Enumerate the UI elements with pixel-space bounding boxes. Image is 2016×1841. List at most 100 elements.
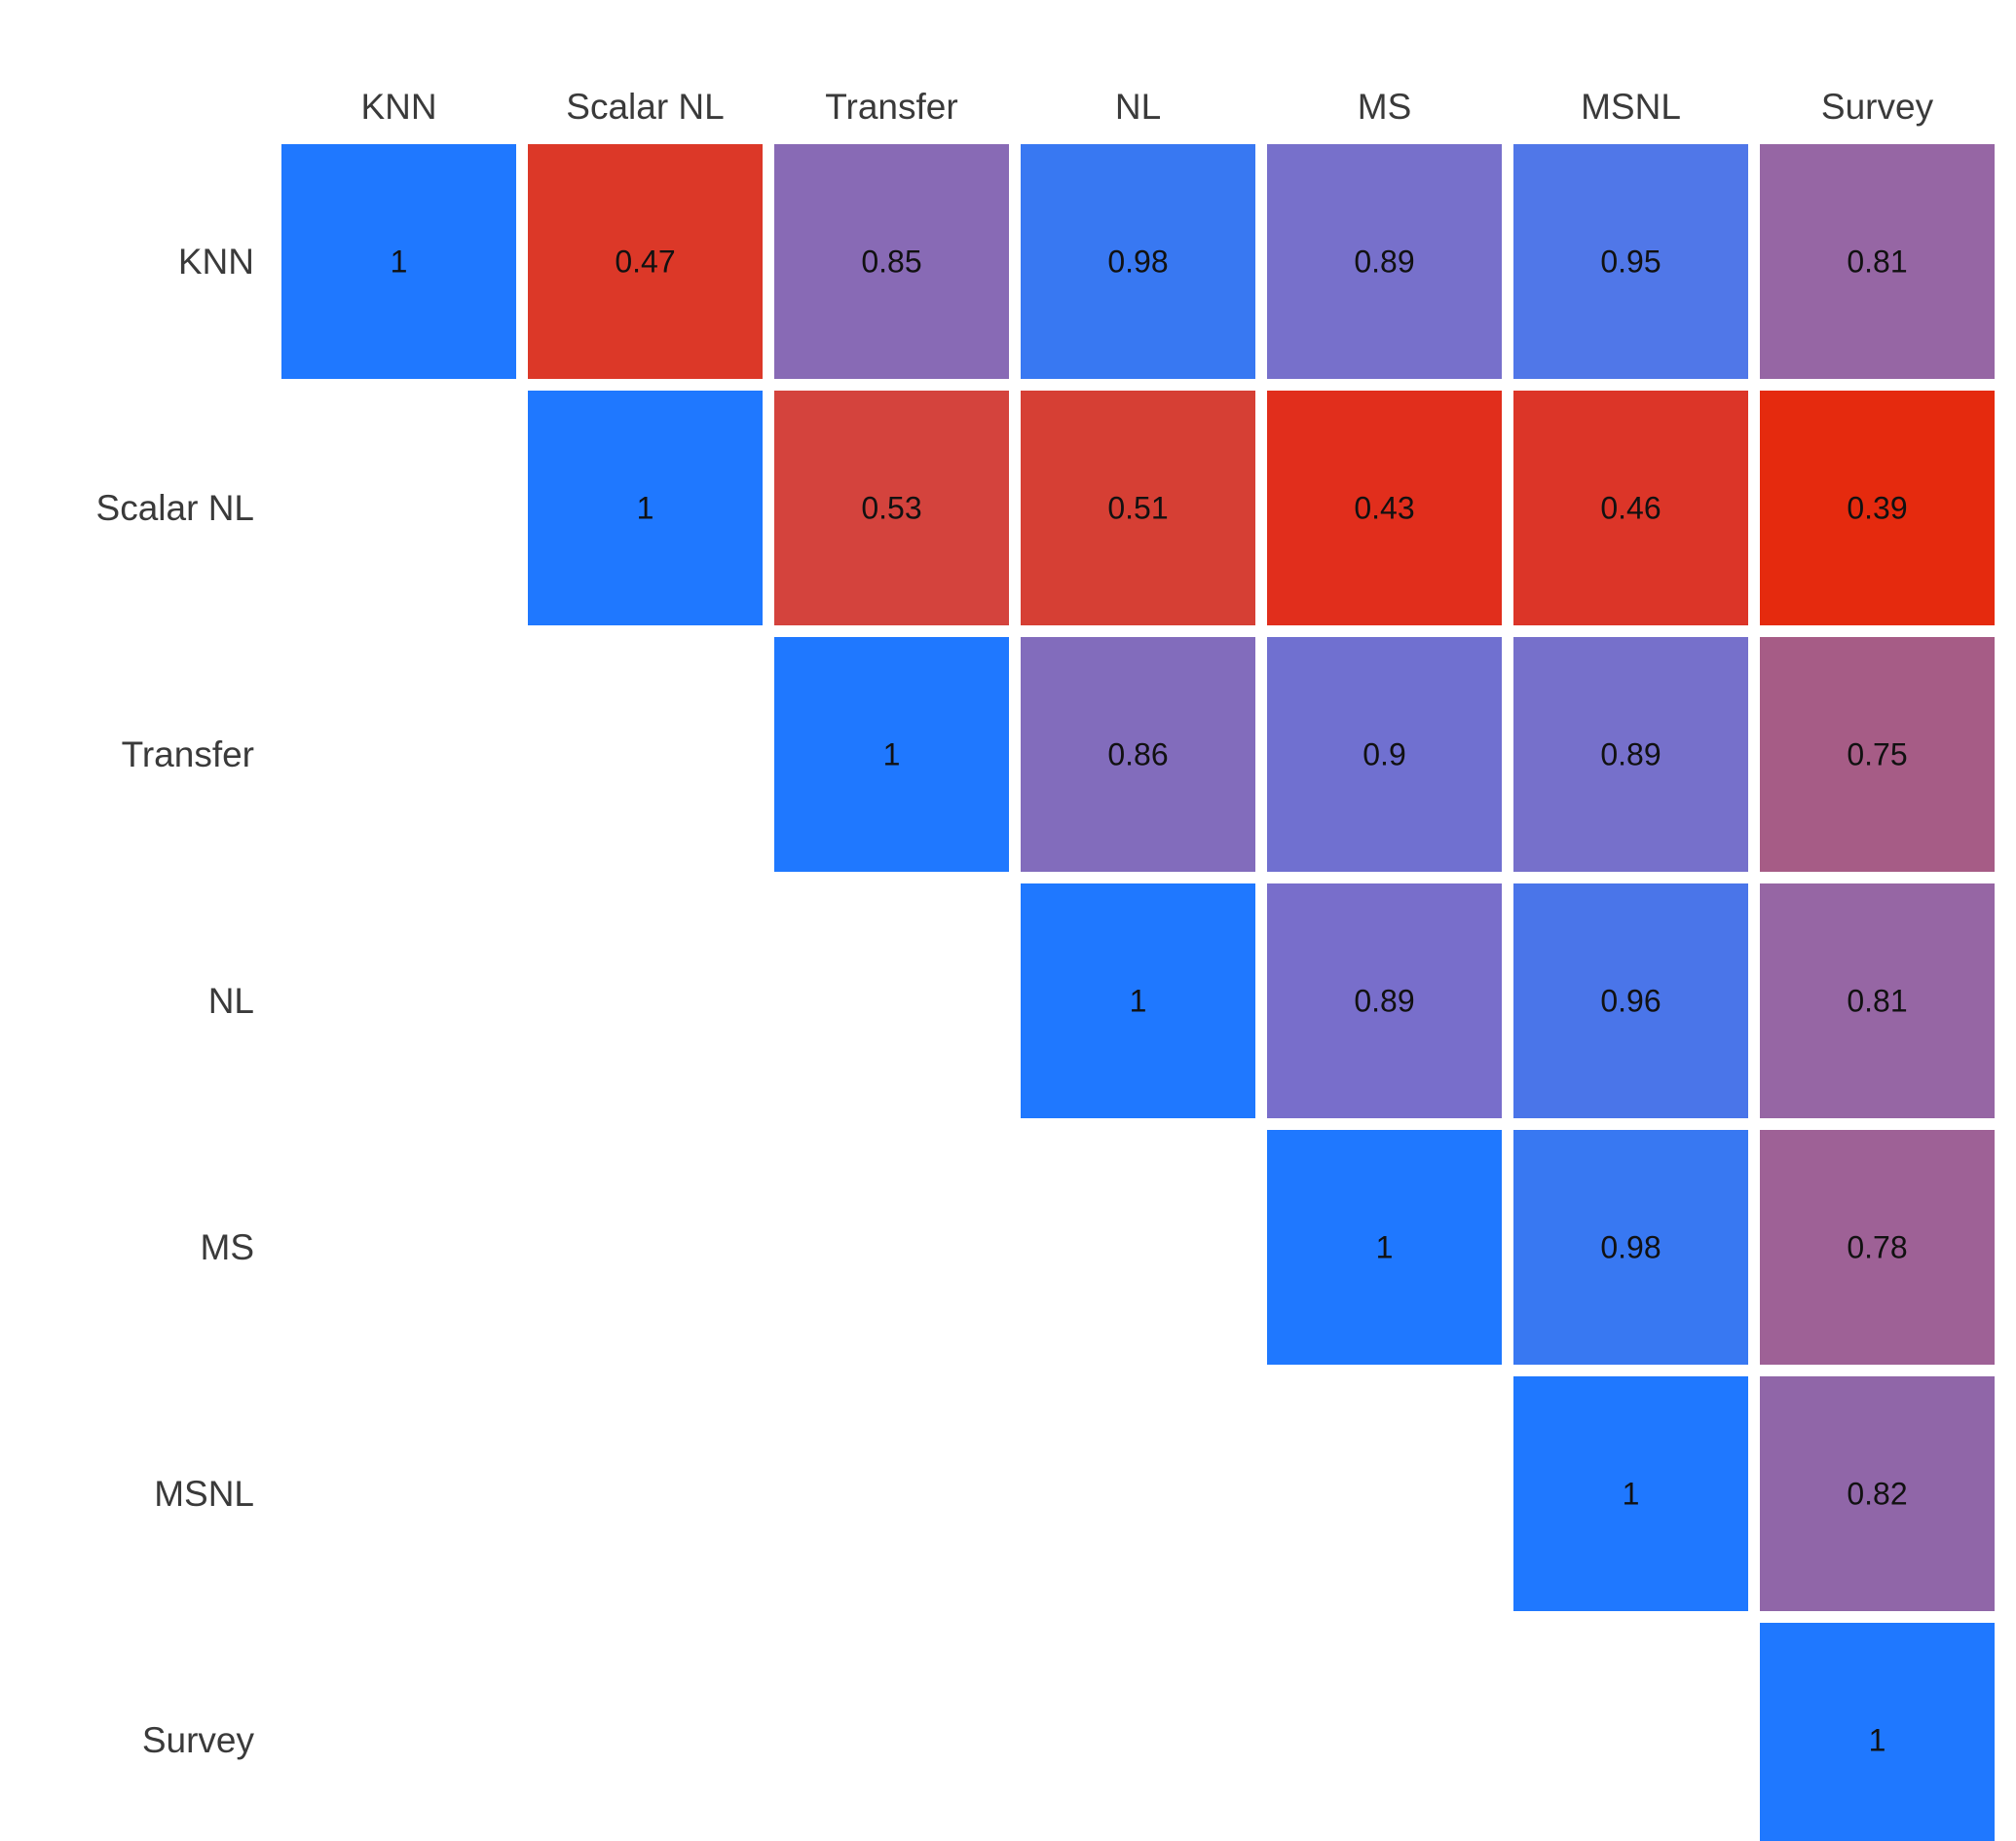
cell-value-label: 0.39 (1847, 491, 1907, 526)
cell-rect (1513, 1130, 1748, 1365)
cell-rect (1513, 1376, 1748, 1611)
row-label-nl: NL (208, 981, 254, 1021)
cell-value-label: 1 (1376, 1230, 1394, 1265)
cell-value-label: 0.46 (1600, 491, 1661, 526)
heatmap-cell-msnl-msnl: 1 (1513, 1376, 1748, 1611)
heatmap-cell-nl-survey: 0.81 (1760, 883, 1995, 1118)
cell-rect (1760, 1376, 1995, 1611)
heatmap-cell-knn-msnl: 0.95 (1513, 144, 1748, 379)
heatmap-cell-scalar-nl-transfer: 0.53 (774, 391, 1009, 625)
heatmap-cell-knn-scalar-nl: 0.47 (528, 144, 763, 379)
cell-value-label: 0.85 (861, 244, 921, 280)
cell-rect (528, 144, 763, 379)
heatmap-cell-ms-msnl: 0.98 (1513, 1130, 1748, 1365)
cell-rect (774, 144, 1009, 379)
cell-rect (1021, 391, 1255, 625)
cell-value-label: 0.43 (1354, 491, 1414, 526)
heatmap-cell-scalar-nl-survey: 0.39 (1760, 391, 1995, 625)
heatmap-cells: 1 0.47 0.85 0.98 0.89 0.95 0.81 1 0.53 0.51 0.43 0.… (281, 144, 1995, 1841)
heatmap-cell-knn-ms: 0.89 (1267, 144, 1502, 379)
cell-rect (1267, 1130, 1502, 1365)
row-label-transfer: Transfer (122, 734, 254, 774)
cell-rect (1267, 637, 1502, 872)
cell-rect (1760, 144, 1995, 379)
cell-value-label: 0.95 (1600, 244, 1661, 280)
heatmap-cell-knn-nl: 0.98 (1021, 144, 1255, 379)
cell-value-label: 0.53 (861, 491, 921, 526)
heatmap-cell-ms-ms: 1 (1267, 1130, 1502, 1365)
row-labels: KNN Scalar NL Transfer NL MS MSNL Survey (96, 242, 255, 1760)
cell-rect (1760, 1623, 1995, 1841)
heatmap-cell-transfer-transfer: 1 (774, 637, 1009, 872)
cell-value-label: 1 (1130, 984, 1147, 1019)
cell-value-label: 1 (391, 244, 408, 280)
cell-rect (281, 144, 516, 379)
row-label-ms: MS (201, 1227, 255, 1267)
cell-value-label: 1 (637, 491, 654, 526)
cell-value-label: 1 (1623, 1477, 1640, 1512)
cell-rect (1760, 1130, 1995, 1365)
cell-rect (1021, 883, 1255, 1118)
heatmap-cell-transfer-msnl: 0.89 (1513, 637, 1748, 872)
cell-value-label: 0.47 (615, 244, 675, 280)
column-label-transfer: Transfer (825, 87, 957, 127)
cell-value-label: 0.78 (1847, 1230, 1907, 1265)
column-labels: KNN Scalar NL Transfer NL MS MSNL Survey (360, 87, 1933, 127)
cell-value-label: 1 (883, 737, 901, 772)
cell-rect (1513, 144, 1748, 379)
column-label-survey: Survey (1821, 87, 1934, 127)
row-label-scalar-nl: Scalar NL (96, 488, 254, 528)
cell-rect (774, 391, 1009, 625)
cell-rect (1760, 391, 1995, 625)
cell-value-label: 0.51 (1107, 491, 1168, 526)
row-label-msnl: MSNL (154, 1474, 254, 1514)
heatmap-cell-transfer-nl: 0.86 (1021, 637, 1255, 872)
heatmap-cell-nl-msnl: 0.96 (1513, 883, 1748, 1118)
heatmap-cell-nl-nl: 1 (1021, 883, 1255, 1118)
heatmap-cell-msnl-survey: 0.82 (1760, 1376, 1995, 1611)
column-label-scalar-nl: Scalar NL (566, 87, 724, 127)
cell-value-label: 0.89 (1600, 737, 1661, 772)
cell-rect (1760, 637, 1995, 872)
cell-value-label: 0.86 (1107, 737, 1168, 772)
cell-rect (1267, 144, 1502, 379)
heatmap-cell-scalar-nl-msnl: 0.46 (1513, 391, 1748, 625)
heatmap-cell-knn-knn: 1 (281, 144, 516, 379)
heatmap-cell-scalar-nl-ms: 0.43 (1267, 391, 1502, 625)
cell-value-label: 0.75 (1847, 737, 1907, 772)
cell-rect (1513, 391, 1748, 625)
cell-value-label: 0.9 (1363, 737, 1405, 772)
cell-rect (1760, 883, 1995, 1118)
heatmap-cell-scalar-nl-scalar-nl: 1 (528, 391, 763, 625)
cell-value-label: 0.89 (1354, 984, 1414, 1019)
cell-rect (774, 637, 1009, 872)
column-label-knn: KNN (360, 87, 436, 127)
heatmap-cell-knn-survey: 0.81 (1760, 144, 1995, 379)
cell-rect (1267, 883, 1502, 1118)
cell-value-label: 0.81 (1847, 984, 1907, 1019)
row-label-knn: KNN (178, 242, 254, 282)
cell-value-label: 0.98 (1107, 244, 1168, 280)
cell-rect (1513, 883, 1748, 1118)
heatmap-cell-nl-ms: 0.89 (1267, 883, 1502, 1118)
heatmap-cell-transfer-ms: 0.9 (1267, 637, 1502, 872)
cell-value-label: 0.96 (1600, 984, 1661, 1019)
heatmap-cell-ms-survey: 0.78 (1760, 1130, 1995, 1365)
cell-value-label: 0.89 (1354, 244, 1414, 280)
column-label-ms: MS (1358, 87, 1412, 127)
column-label-nl: NL (1115, 87, 1161, 127)
cell-rect (1513, 637, 1748, 872)
heatmap-cell-survey-survey: 1 (1760, 1623, 1995, 1841)
cell-rect (1021, 144, 1255, 379)
cell-rect (1267, 391, 1502, 625)
heatmap-cell-scalar-nl-nl: 0.51 (1021, 391, 1255, 625)
column-label-msnl: MSNL (1581, 87, 1681, 127)
heatmap-cell-transfer-survey: 0.75 (1760, 637, 1995, 872)
cell-rect (528, 391, 763, 625)
cell-value-label: 0.82 (1847, 1477, 1907, 1512)
cell-value-label: 1 (1869, 1723, 1886, 1758)
cell-value-label: 0.98 (1600, 1230, 1661, 1265)
cell-value-label: 0.81 (1847, 244, 1907, 280)
cell-rect (1021, 637, 1255, 872)
